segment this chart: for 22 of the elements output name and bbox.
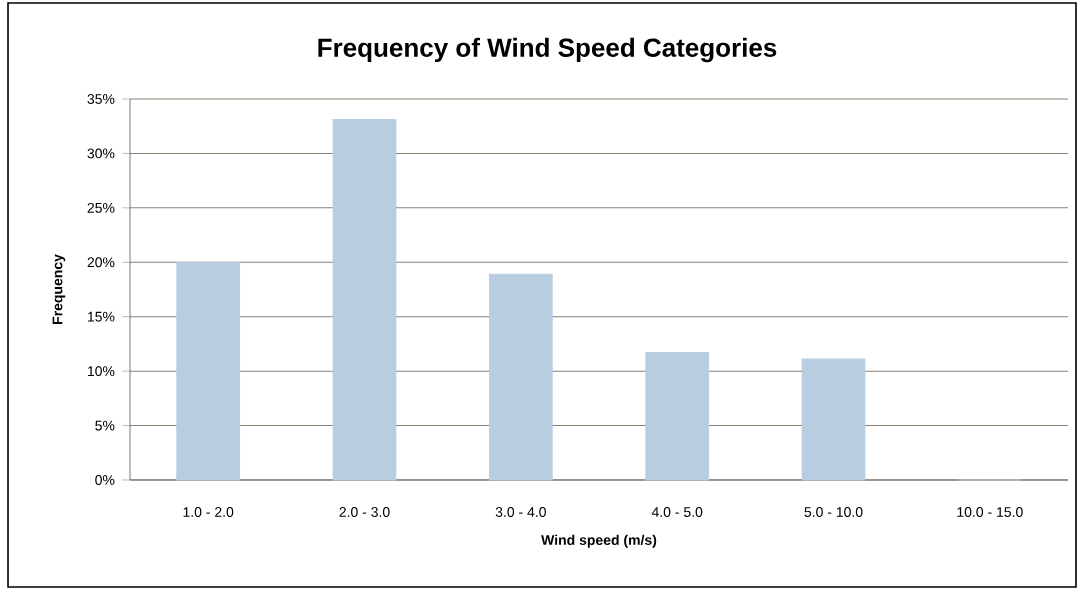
- x-tick-label: 4.0 - 5.0: [651, 507, 703, 517]
- bar: [176, 261, 241, 481]
- bar: [332, 119, 397, 481]
- x-tick-label: 1.0 - 2.0: [183, 507, 234, 517]
- y-tick-label: 10%: [87, 366, 115, 377]
- y-axis-title: Frequency: [52, 254, 66, 324]
- chart-title: Frequency of Wind Speed Categories: [318, 37, 777, 63]
- y-tick-label: 5%: [95, 420, 115, 431]
- y-tick-label: 20%: [87, 257, 115, 268]
- x-tick-label: 3.0 - 4.0: [495, 507, 546, 517]
- bar: [801, 358, 866, 481]
- x-tick-label: 2.0 - 3.0: [339, 507, 390, 517]
- y-tick-label: 0%: [95, 475, 115, 485]
- y-tick-label: 25%: [87, 202, 115, 213]
- x-tick-label: 10.0 - 15.0: [957, 507, 1023, 517]
- bar: [488, 273, 553, 481]
- x-axis-title: Wind speed (m/s): [541, 534, 657, 548]
- y-tick-label: 35%: [87, 94, 115, 104]
- y-tick-label: 15%: [87, 311, 115, 322]
- y-tick-label: 30%: [87, 148, 115, 159]
- bar: [645, 352, 710, 481]
- x-tick-label: 5.0 - 10.0: [804, 507, 863, 517]
